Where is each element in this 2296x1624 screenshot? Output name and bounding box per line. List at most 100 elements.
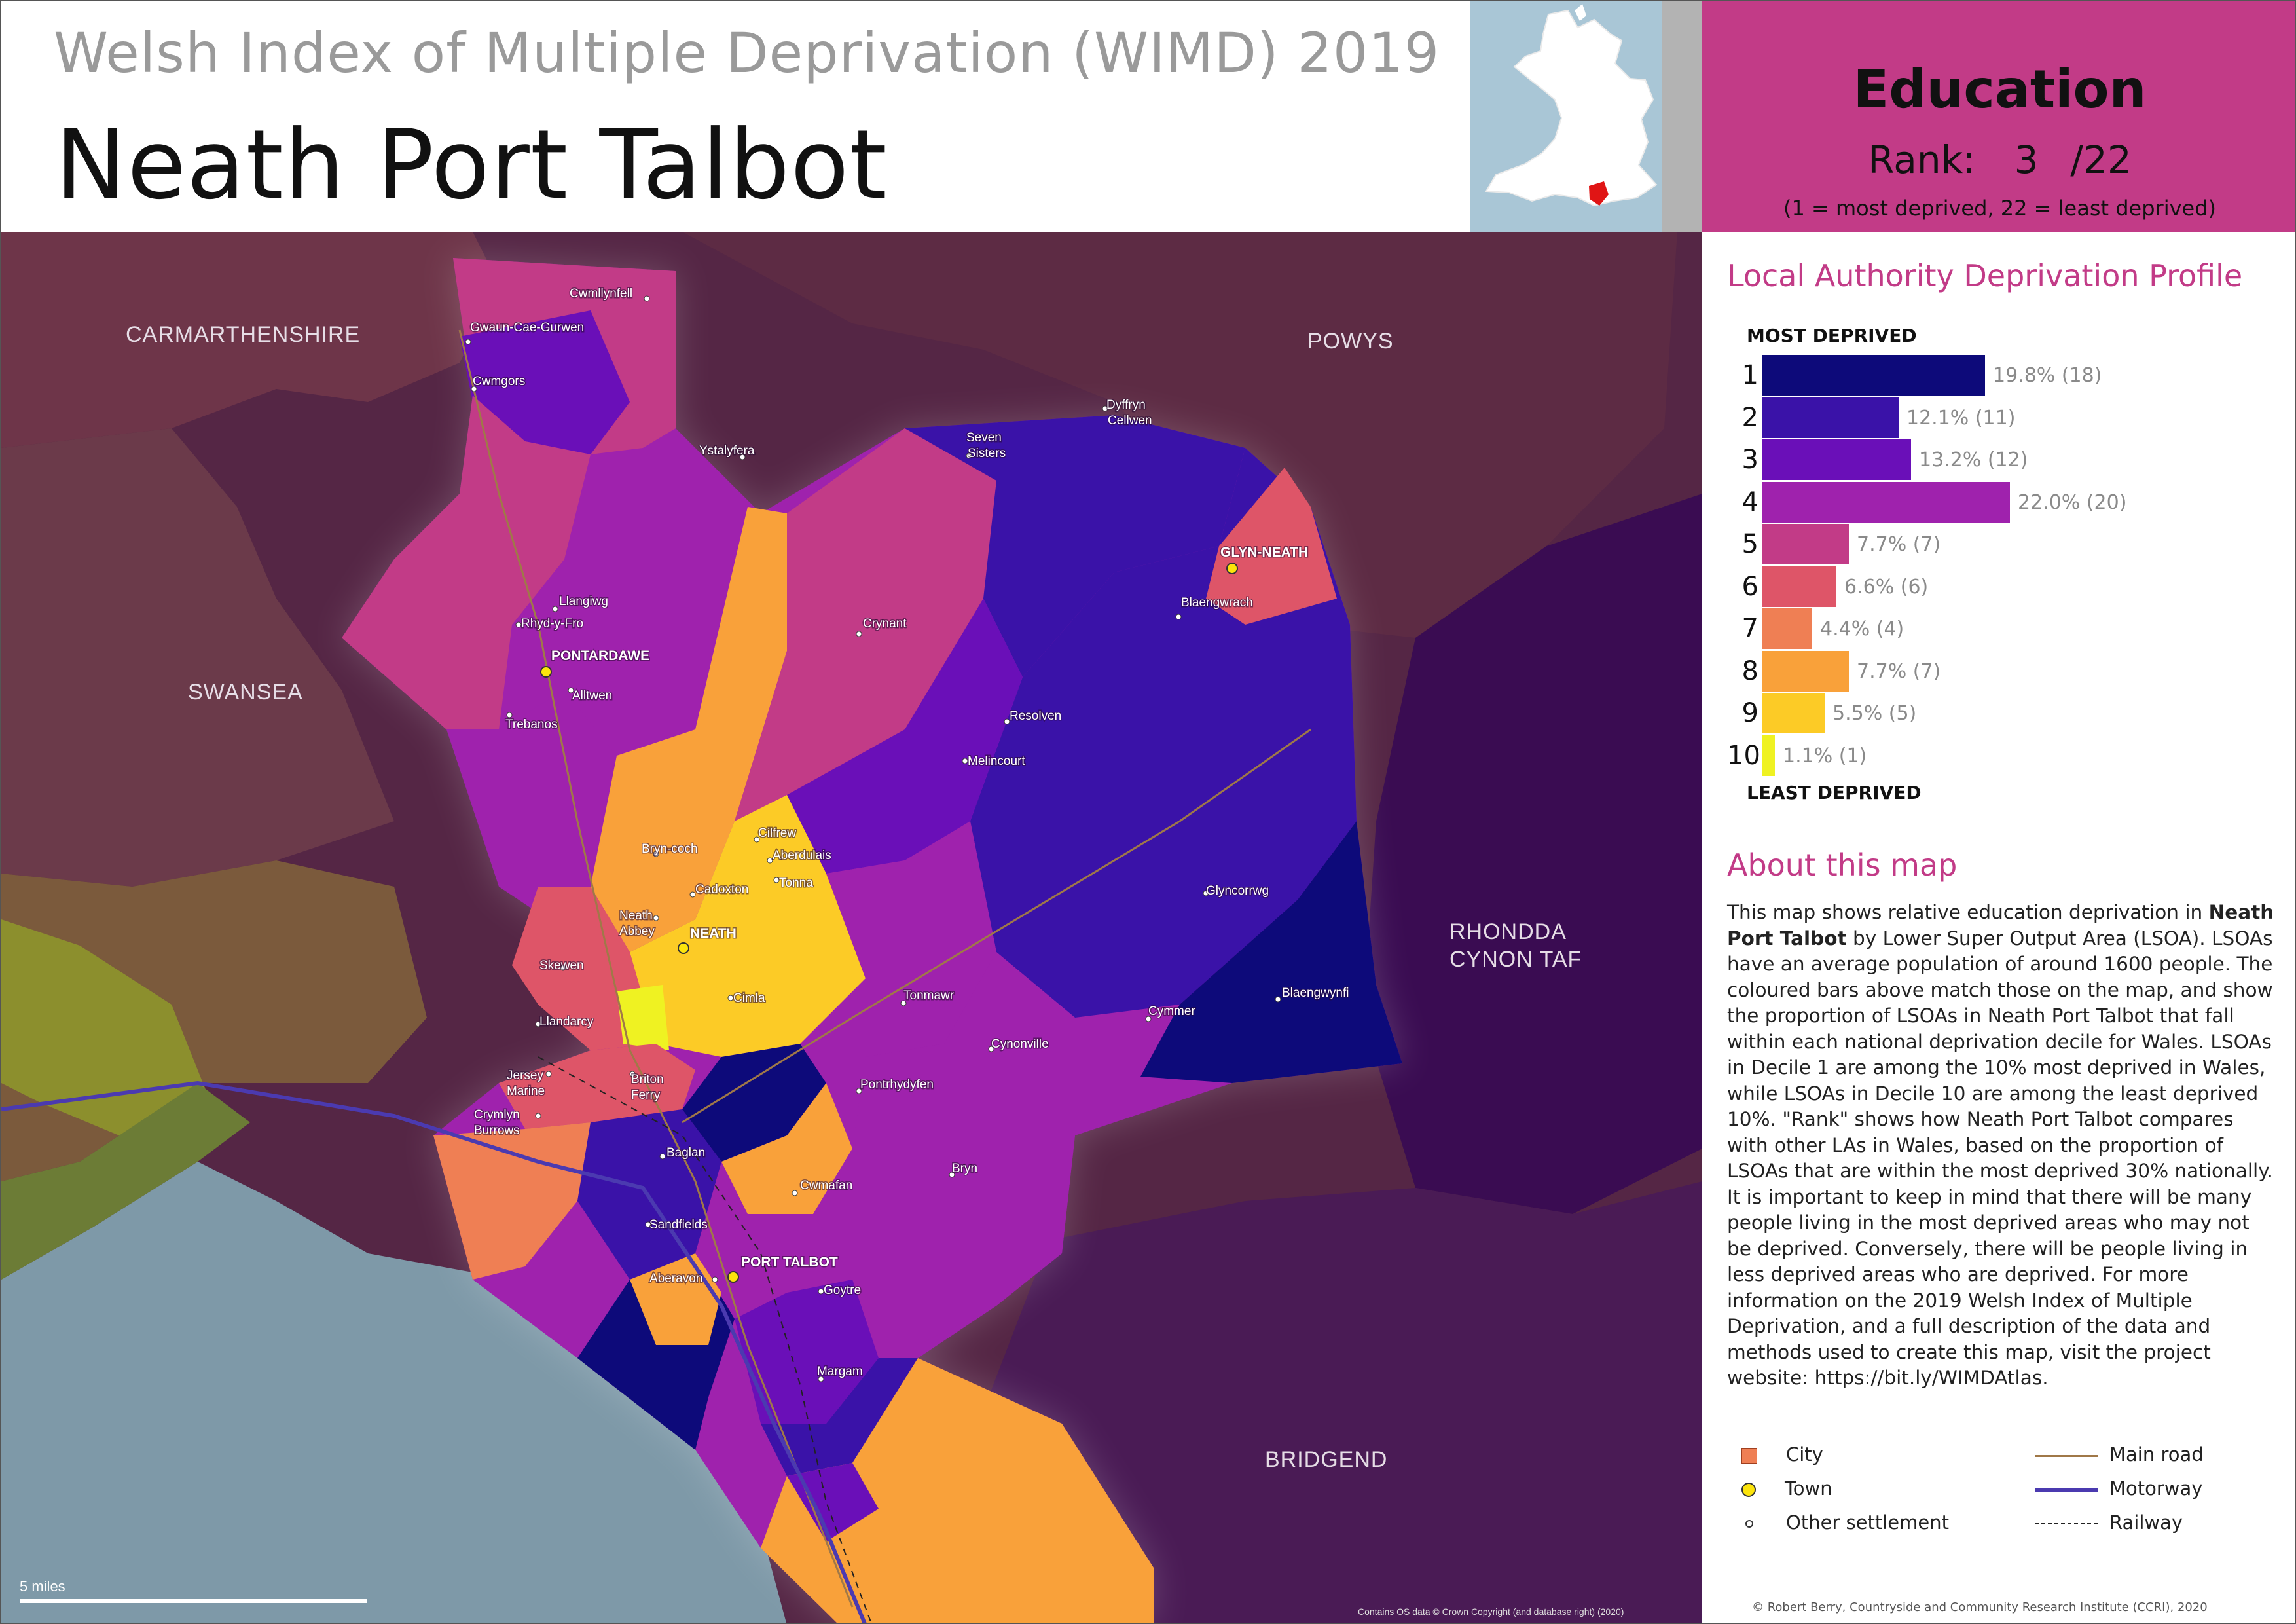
place-jersey-line1: Jersey — [507, 1069, 543, 1082]
header: Welsh Index of Multiple Deprivation (WIM… — [1, 1, 1470, 232]
lsoa-gwaun — [460, 310, 630, 454]
profile-bar-row: 8 7.7% (7) — [1727, 650, 2290, 693]
settlement-dot — [727, 995, 734, 1001]
town-dot — [727, 1271, 739, 1283]
region-powys: POWYS — [1307, 329, 1394, 354]
lsoa-aberdulais — [630, 795, 866, 1057]
profile-bar-decile: 9 — [1741, 698, 1758, 728]
settlement-dot — [545, 1071, 552, 1077]
main-road-icon — [2035, 1454, 2098, 1457]
settlement-dot — [659, 1153, 666, 1160]
place-pontrhydyfen: Pontrhydyfen — [860, 1078, 934, 1092]
legend-motorway: Motorway — [2035, 1477, 2202, 1500]
profile-bar — [1762, 397, 1899, 438]
profile-bar-label: 7.7% (7) — [1857, 533, 1941, 556]
profile-bar-row: 5 7.7% (7) — [1727, 524, 2290, 566]
lsoa-port-talbot — [761, 1358, 918, 1476]
legend-city: City — [1741, 1443, 1823, 1466]
lsoa-margam — [761, 1358, 1154, 1623]
profile-bar-row: 10 1.1% (1) — [1727, 735, 2290, 777]
legend-railway: Railway — [2035, 1511, 2183, 1534]
region-rhondda-line1: RHONDDA — [1449, 919, 1567, 944]
profile-bar-decile: 2 — [1741, 402, 1758, 433]
town-dot — [1226, 563, 1238, 574]
settlement-dot — [653, 851, 659, 857]
about-text-post: by Lower Super Output Area (LSOA). LSOAs… — [1727, 927, 2273, 1390]
sea — [1, 1162, 786, 1623]
region-rhondda-line2: CYNON TAF — [1449, 947, 1582, 972]
profile-bar-label: 22.0% (20) — [2018, 490, 2127, 514]
topic-name: Education — [1853, 59, 2147, 120]
place-cwmllynfell: Cwmllynfell — [570, 287, 632, 301]
settlement-dot — [568, 687, 574, 693]
legend-other: Other settlement — [1741, 1511, 1949, 1534]
profile-bar — [1762, 481, 2010, 523]
settlement-dot — [535, 1021, 541, 1027]
place-skewen: Skewen — [539, 959, 584, 972]
about-text-pre: This map shows relative education depriv… — [1727, 901, 2209, 923]
profile-bar-row: 3 13.2% (12) — [1727, 439, 2290, 481]
settlement-dot — [689, 891, 696, 898]
place-cymmer: Cymmer — [1148, 1005, 1195, 1018]
settlement-dot — [471, 386, 477, 392]
settlement-icon — [1745, 1520, 1753, 1528]
place-crymlyn-line2: Burrows — [474, 1124, 520, 1137]
profile-bar — [1762, 693, 1825, 733]
profile-bar — [1762, 735, 1775, 776]
place-dyffryn-line1: Dyffryn — [1106, 398, 1146, 412]
scale-bar — [20, 1599, 367, 1603]
legend-main-road: Main road — [2035, 1443, 2204, 1466]
legend-railway-label: Railway — [2109, 1511, 2183, 1534]
place-aberdulais: Aberdulais — [773, 849, 831, 862]
place-jersey-line2: Marine — [507, 1084, 545, 1098]
lsoa-skewen — [499, 1044, 695, 1129]
profile-bar-decile: 3 — [1741, 445, 1758, 475]
lsoa-cimla — [721, 1083, 852, 1214]
motorway — [1, 1080, 867, 1623]
profile-bar-label: 4.4% (4) — [1820, 618, 1904, 640]
place-glyn-neath: GLYN-NEATH — [1220, 545, 1308, 560]
rank-total: /22 — [2070, 138, 2132, 182]
least-deprived-label: LEAST DEPRIVED — [1747, 782, 1922, 803]
place-briton-line1: Briton — [631, 1073, 664, 1086]
place-margam: Margam — [817, 1365, 863, 1378]
wales-shape — [1485, 9, 1658, 207]
region-bridgend: BRIDGEND — [1265, 1447, 1387, 1472]
place-briton-line2: Ferry — [631, 1088, 661, 1102]
main-road — [458, 329, 854, 1608]
place-gwaun-cae-gurwen: Gwaun-Cae-Gurwen — [470, 321, 584, 335]
town-dot — [540, 666, 552, 678]
settlement-dot — [515, 621, 522, 628]
place-cadoxton: Cadoxton — [695, 883, 748, 896]
place-goytre: Goytre — [824, 1283, 861, 1297]
profile-title: Local Authority Deprivation Profile — [1727, 258, 2243, 293]
lsoa-glynneath — [1206, 468, 1337, 625]
settlement-dot — [1275, 996, 1281, 1003]
lsoa-neath — [682, 1044, 826, 1162]
lsoa-cwmafan — [735, 1280, 879, 1424]
rank-line: Rank: 3 /22 — [1702, 138, 2295, 182]
town-dot — [678, 942, 689, 954]
lsoa-jersey-marine — [433, 1122, 591, 1280]
profile-bar-label: 13.2% (12) — [1919, 449, 2028, 471]
profile-bar — [1762, 566, 1836, 607]
profile-bar-decile: 7 — [1741, 614, 1758, 644]
topic-box: Education Rank: 3 /22 (1 = most deprived… — [1702, 1, 2295, 232]
place-crynant: Crynant — [863, 617, 907, 631]
legend-town: Town — [1741, 1477, 1832, 1500]
settlement-dot — [1102, 405, 1108, 412]
swansea-area — [1, 428, 394, 887]
settlement-dot — [629, 1071, 636, 1077]
most-deprived-label: MOST DEPRIVED — [1747, 325, 1917, 346]
lsoa-pontardawe — [499, 690, 617, 887]
map-area[interactable]: CARMARTHENSHIRE POWYS SWANSEA RHONDDA CY… — [1, 232, 1702, 1623]
profile-bar — [1762, 524, 1849, 564]
place-llandarcy: Llandarcy — [539, 1015, 594, 1029]
map-title: Neath Port Talbot — [55, 109, 888, 221]
wales-outline — [1485, 4, 1658, 207]
profile-bar-row: 1 19.8% (18) — [1727, 355, 2290, 397]
settlement-dot — [773, 877, 780, 883]
rank-value: 3 — [2014, 138, 2039, 182]
carmarthenshire-area — [1, 232, 499, 448]
profile-bar-row: 7 4.4% (4) — [1727, 608, 2290, 650]
